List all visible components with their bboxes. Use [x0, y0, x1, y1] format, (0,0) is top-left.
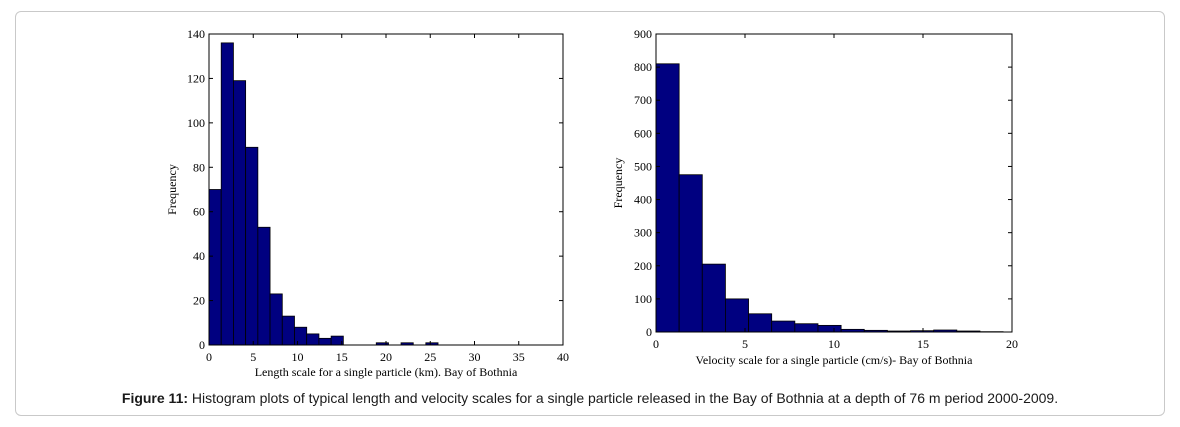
figure-frame [15, 11, 1165, 416]
vel-x-tick-label: 0 [653, 337, 659, 351]
vel-bar [701, 263, 726, 333]
vel-y-tick-label: 400 [634, 193, 652, 207]
caption-text: Histogram plots of typical length and ve… [191, 390, 1059, 406]
len-x-tick-label: 10 [292, 350, 304, 364]
vel-y-axis-label: Frequency [611, 158, 625, 209]
figure-caption: Figure 11: Histogram plots of typical le… [0, 390, 1180, 406]
len-x-axis-label: Length scale for a single particle (km).… [255, 365, 518, 379]
len-y-tick-label: 140 [187, 27, 205, 41]
vel-bar [748, 313, 773, 333]
len-x-tick-label: 35 [513, 350, 525, 364]
vel-x-tick-label: 10 [828, 337, 840, 351]
vel-bar [655, 63, 680, 333]
vel-y-tick-label: 300 [634, 226, 652, 240]
vel-x-axis-label: Velocity scale for a single particle (cm… [696, 353, 974, 367]
vel-x-tick-label: 20 [1006, 337, 1018, 351]
len-x-tick-label: 15 [336, 350, 348, 364]
vel-y-tick-label: 200 [634, 259, 652, 273]
len-y-tick-label: 20 [193, 294, 205, 308]
len-y-tick-label: 120 [187, 71, 205, 85]
vel-bar [678, 174, 703, 333]
len-y-tick-label: 80 [193, 160, 205, 174]
len-y-axis-label: Frequency [165, 164, 179, 215]
vel-y-tick-label: 100 [634, 292, 652, 306]
vel-bar [771, 320, 796, 333]
vel-y-tick-label: 700 [634, 93, 652, 107]
len-x-tick-label: 30 [469, 350, 481, 364]
vel-bar [725, 298, 749, 333]
len-y-tick-label: 0 [199, 338, 205, 352]
len-y-tick-label: 40 [193, 249, 205, 263]
len-x-tick-label: 20 [380, 350, 392, 364]
vel-y-tick-label: 900 [634, 27, 652, 41]
vel-x-tick-label: 15 [917, 337, 929, 351]
vel-x-tick-label: 5 [742, 337, 748, 351]
len-y-tick-label: 100 [187, 116, 205, 130]
vel-y-tick-label: 800 [634, 60, 652, 74]
len-x-tick-label: 5 [250, 350, 256, 364]
vel-y-tick-label: 600 [634, 126, 652, 140]
len-x-tick-label: 40 [557, 350, 569, 364]
vel-bar [794, 323, 819, 333]
vel-y-tick-label: 500 [634, 159, 652, 173]
len-x-tick-label: 0 [206, 350, 212, 364]
caption-label: Figure 11: [121, 390, 189, 406]
vel-bar [817, 324, 842, 333]
len-x-tick-label: 25 [424, 350, 436, 364]
len-y-tick-label: 60 [193, 205, 205, 219]
vel-y-tick-label: 0 [646, 325, 652, 339]
